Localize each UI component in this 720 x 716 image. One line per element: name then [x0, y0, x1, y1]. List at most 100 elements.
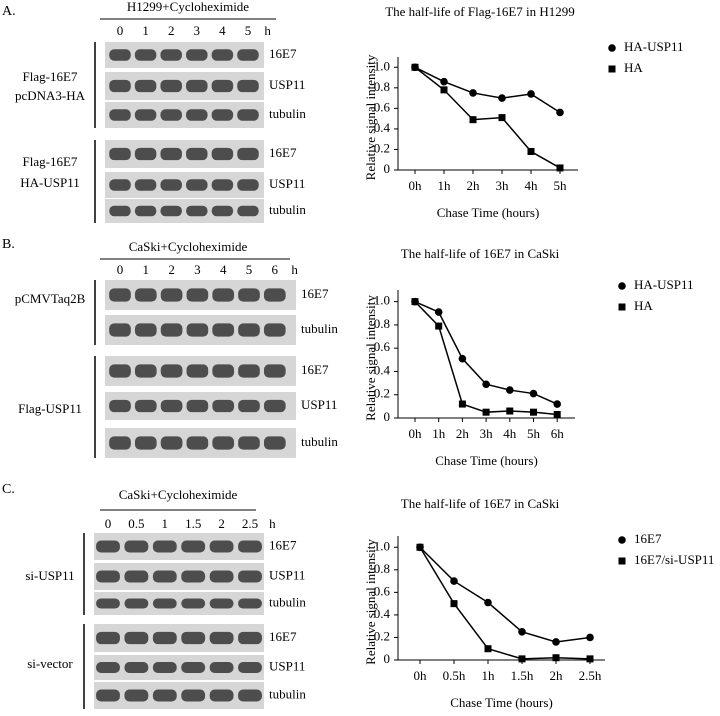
blot-band — [152, 689, 177, 702]
x-tick-label: 2h — [467, 178, 481, 193]
point — [556, 164, 564, 172]
x-tick-label: 2.5h — [579, 668, 602, 683]
x-tick-label: 5h — [554, 178, 568, 193]
blot-band — [211, 79, 234, 93]
blot-band — [186, 436, 209, 450]
chart-title: The half-life of 16E7 in CaSki — [401, 246, 560, 261]
group-label: si-USP11 — [25, 568, 74, 583]
blot-band — [209, 598, 234, 609]
blot-band — [237, 147, 259, 161]
blot-strip — [94, 563, 264, 590]
blot-band — [186, 109, 208, 121]
blot-band — [238, 399, 260, 413]
blot-band — [134, 399, 157, 413]
lane-label: 6 — [272, 262, 279, 277]
group-label: Flag-16E7 — [23, 154, 78, 169]
blot-band — [134, 179, 157, 191]
blot-band — [134, 288, 157, 302]
y-tick-label: 0.4 — [374, 120, 391, 135]
legend-label: 16E7/si-USP11 — [634, 552, 714, 567]
blot-band — [263, 323, 286, 337]
blot-strip — [94, 682, 264, 709]
y-tick-label: 0.2 — [374, 140, 390, 155]
blot-band — [211, 179, 234, 191]
blot-band — [160, 399, 183, 413]
x-tick-label: 0h — [414, 668, 428, 683]
blot-band — [209, 631, 234, 645]
blot-band — [160, 179, 182, 191]
blot-band — [96, 570, 120, 583]
lane-label: 5 — [246, 262, 253, 277]
point — [618, 303, 626, 311]
point — [498, 94, 506, 102]
blot-band — [238, 540, 262, 553]
blot-band — [134, 79, 157, 93]
blot-band — [109, 288, 131, 302]
blot-band — [238, 570, 262, 583]
lane-label: 3 — [194, 262, 201, 277]
x-tick-label: 0h — [409, 178, 423, 193]
blot-band — [109, 179, 131, 191]
y-tick-label: 0.4 — [374, 362, 391, 377]
blot-band — [238, 288, 260, 302]
blot-band — [109, 323, 131, 337]
panel-letter: A. — [2, 4, 16, 19]
blot-strip — [94, 533, 264, 560]
blot-band — [209, 662, 234, 673]
legend-label: HA-USP11 — [634, 277, 693, 292]
blot-band — [237, 109, 259, 121]
blot-band — [237, 205, 259, 217]
group-label: si-vector — [27, 656, 73, 671]
row-label: USP11 — [301, 397, 337, 412]
panel-letter: C. — [2, 482, 15, 497]
blot-band — [209, 540, 234, 553]
point — [450, 577, 458, 585]
blot-band — [109, 79, 131, 93]
point — [527, 90, 535, 98]
x-axis-label: Chase Time (hours) — [450, 695, 553, 710]
chart-title: The half-life of Flag-16E7 in H1299 — [385, 4, 575, 19]
point — [553, 411, 561, 419]
row-label: tubulin — [301, 321, 338, 336]
x-tick-label: 0.5h — [443, 668, 466, 683]
blot-band — [186, 323, 209, 337]
lane-label: 1.5 — [185, 516, 201, 531]
blot-band — [134, 109, 157, 121]
point — [416, 543, 424, 551]
blot-band — [186, 79, 208, 93]
blot-band — [211, 147, 234, 161]
y-axis-label: Relative signal intensity — [363, 54, 378, 180]
lane-label: 1 — [142, 23, 149, 38]
blot-band — [134, 436, 157, 450]
blot-band — [134, 147, 157, 161]
blot-band — [109, 436, 131, 450]
x-axis-label: Chase Time (hours) — [435, 453, 538, 468]
point — [552, 638, 560, 646]
point — [608, 44, 616, 52]
blot-band — [96, 689, 120, 702]
blot-band — [263, 288, 286, 302]
series-line — [419, 546, 591, 660]
blot-band — [134, 205, 157, 217]
blot-band — [152, 631, 177, 645]
series-line — [414, 66, 561, 114]
y-tick-label: 0.6 — [374, 99, 391, 114]
x-tick-label: 0h — [409, 426, 423, 441]
blot-band — [124, 570, 149, 583]
blot-band — [263, 364, 286, 378]
blot-band — [237, 179, 259, 191]
blot-band — [160, 323, 183, 337]
y-axis-label: Relative signal intensity — [363, 539, 378, 665]
y-tick-label: 0 — [384, 651, 391, 666]
blot-band — [211, 109, 234, 121]
point — [552, 654, 560, 662]
point — [518, 655, 526, 663]
blot-strip — [94, 655, 264, 680]
blot-band — [238, 436, 260, 450]
point — [440, 86, 448, 94]
x-tick-label: 4h — [503, 426, 517, 441]
blot-band — [181, 598, 206, 609]
blot-band — [238, 598, 262, 609]
blot-header: CaSki+Cycloheximide — [119, 487, 238, 502]
blot-band — [109, 109, 131, 121]
